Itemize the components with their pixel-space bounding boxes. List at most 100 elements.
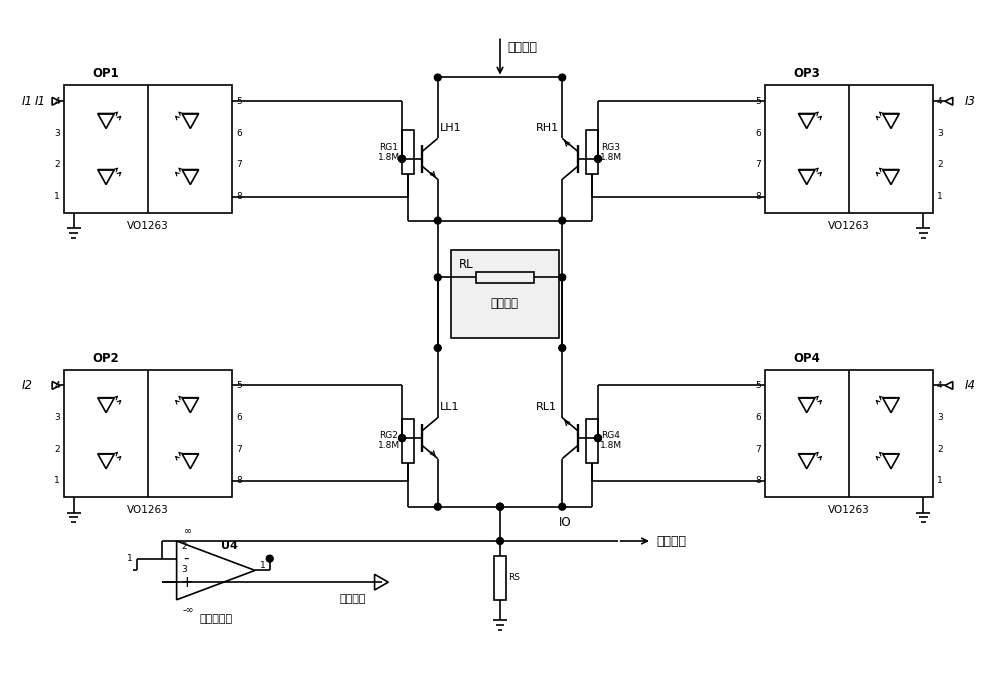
Text: IO: IO [559, 516, 571, 529]
Text: U4: U4 [221, 541, 238, 551]
Text: 2: 2 [937, 161, 943, 170]
Text: 3: 3 [54, 413, 60, 422]
Circle shape [434, 217, 441, 224]
Text: VO1263: VO1263 [828, 504, 870, 515]
Circle shape [497, 503, 503, 510]
Text: I2: I2 [22, 379, 33, 392]
Text: LH1: LH1 [440, 123, 462, 133]
Text: 4: 4 [54, 97, 60, 106]
Circle shape [434, 274, 441, 281]
Circle shape [559, 503, 566, 510]
Circle shape [559, 74, 566, 81]
Circle shape [559, 274, 566, 281]
Text: 7: 7 [236, 445, 242, 454]
Text: 4: 4 [937, 97, 943, 106]
Bar [451, 250, 559, 338]
Circle shape [434, 503, 441, 510]
Circle shape [559, 345, 566, 352]
Text: 4: 4 [937, 381, 943, 390]
Text: RG3
1.8M: RG3 1.8M [600, 143, 622, 162]
Circle shape [399, 156, 405, 162]
Text: RL1: RL1 [536, 402, 557, 412]
Text: 1: 1 [54, 192, 60, 201]
Text: 5: 5 [755, 381, 761, 390]
Text: 经胸阻抗: 经胸阻抗 [491, 298, 519, 311]
Text: ∞: ∞ [184, 526, 192, 536]
Text: 3: 3 [54, 129, 60, 138]
Circle shape [266, 555, 273, 562]
Text: 1: 1 [937, 192, 943, 201]
Text: 7: 7 [755, 161, 761, 170]
Bar [64, 85, 232, 212]
Text: OP3: OP3 [793, 67, 820, 80]
Text: OP4: OP4 [793, 352, 820, 365]
Text: 6: 6 [236, 129, 242, 138]
Text: 3: 3 [937, 413, 943, 422]
Text: 2: 2 [54, 161, 60, 170]
Text: RG1
1.8M: RG1 1.8M [378, 143, 400, 162]
Text: 3: 3 [182, 565, 187, 574]
Text: RS: RS [508, 573, 520, 582]
Text: 8: 8 [236, 477, 242, 486]
Text: +: + [180, 574, 193, 590]
Bar [765, 85, 933, 212]
Text: I1: I1 [22, 95, 33, 108]
Text: 2: 2 [54, 445, 60, 454]
Text: 除颤电流: 除颤电流 [657, 534, 687, 547]
Text: VO1263: VO1263 [828, 221, 870, 230]
Circle shape [434, 74, 441, 81]
Text: 8: 8 [755, 477, 761, 486]
Text: 1: 1 [937, 477, 943, 486]
Bar [476, 271, 534, 283]
Bar [402, 419, 414, 463]
Text: OP2: OP2 [93, 352, 119, 365]
Text: VO1263: VO1263 [127, 504, 169, 515]
Text: 8: 8 [236, 192, 242, 201]
Text: 6: 6 [755, 413, 761, 422]
Circle shape [595, 156, 601, 162]
Text: 2: 2 [937, 445, 943, 454]
Text: 5: 5 [236, 381, 242, 390]
Text: LL1: LL1 [440, 402, 459, 412]
Circle shape [595, 156, 601, 162]
Text: -: - [184, 551, 189, 566]
Circle shape [595, 435, 601, 441]
Text: 除颤电压: 除颤电压 [508, 42, 538, 54]
Text: I3: I3 [964, 95, 975, 108]
Text: RG2
1.8M: RG2 1.8M [378, 431, 400, 450]
Circle shape [595, 435, 601, 441]
Text: 1: 1 [54, 477, 60, 486]
Circle shape [399, 435, 405, 441]
Bar [586, 130, 598, 174]
Text: OP1: OP1 [93, 67, 119, 80]
Circle shape [497, 538, 503, 545]
Bar [494, 556, 506, 600]
Bar [402, 130, 414, 174]
Text: 4: 4 [54, 381, 60, 390]
Text: I4: I4 [964, 379, 975, 392]
Circle shape [559, 217, 566, 224]
Text: 7: 7 [236, 161, 242, 170]
Text: RL: RL [459, 258, 473, 271]
Text: -∞: -∞ [183, 605, 194, 614]
Circle shape [399, 435, 405, 441]
Text: RH1: RH1 [536, 123, 559, 133]
Text: 设置电压: 设置电压 [340, 594, 366, 604]
Text: 2: 2 [182, 542, 187, 551]
Text: 5: 5 [236, 97, 242, 106]
Text: 3: 3 [937, 129, 943, 138]
Bar [765, 370, 933, 497]
Text: 6: 6 [755, 129, 761, 138]
Circle shape [497, 503, 503, 510]
Text: 6: 6 [236, 413, 242, 422]
Text: 5: 5 [755, 97, 761, 106]
Text: 8: 8 [755, 192, 761, 201]
Text: 7: 7 [755, 445, 761, 454]
Circle shape [399, 156, 405, 162]
Text: VO1263: VO1263 [127, 221, 169, 230]
Text: RG4
1.8M: RG4 1.8M [600, 431, 622, 450]
Text: 误差放大器: 误差放大器 [199, 614, 232, 624]
Circle shape [434, 345, 441, 352]
Bar [586, 419, 598, 463]
Text: 1: 1 [260, 561, 266, 570]
